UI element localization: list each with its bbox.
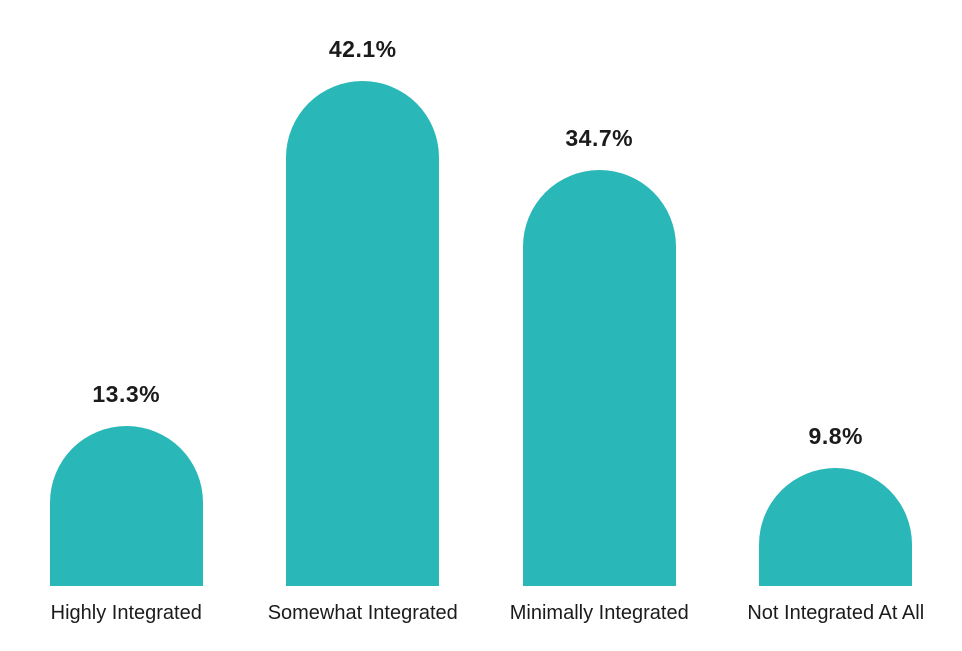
bar-column-not-integrated: 9.8% Not Integrated At All xyxy=(718,0,955,651)
category-label: Not Integrated At All xyxy=(747,602,925,624)
bar-column-somewhat-integrated: 42.1% Somewhat Integrated xyxy=(245,0,482,651)
bar-not-integrated xyxy=(759,468,913,586)
category-label: Somewhat Integrated xyxy=(267,602,458,624)
bar-minimally-integrated xyxy=(522,170,676,586)
value-label: 13.3% xyxy=(92,381,161,408)
bar-column-highly-integrated: 13.3% Highly Integrated xyxy=(8,0,245,651)
category-label: Highly Integrated xyxy=(50,602,202,624)
category-label: Minimally Integrated xyxy=(509,602,689,624)
bar-highly-integrated xyxy=(49,426,203,586)
value-label: 9.8% xyxy=(808,423,863,450)
bar-somewhat-integrated xyxy=(286,81,440,586)
value-label: 42.1% xyxy=(328,36,397,63)
bar-column-minimally-integrated: 34.7% Minimally Integrated xyxy=(481,0,718,651)
value-label: 34.7% xyxy=(565,125,634,152)
